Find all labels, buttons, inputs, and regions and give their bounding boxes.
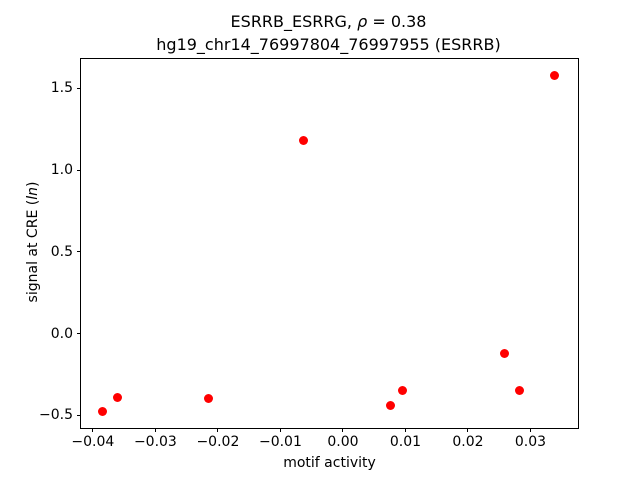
y-tick-label: 1.5 xyxy=(50,80,73,97)
title-rho-symbol: ρ xyxy=(357,12,368,31)
data-point xyxy=(204,394,214,404)
x-tick-label: 0.02 xyxy=(452,434,484,450)
y-tick-mark xyxy=(77,414,81,416)
y-tick-label: 0.5 xyxy=(50,243,73,260)
y-axis-label-suffix: ) xyxy=(25,181,41,188)
x-tick-mark xyxy=(279,428,281,432)
title-gene-pair: ESRRB_ESRRG, xyxy=(230,12,358,31)
x-tick-mark xyxy=(217,428,219,432)
data-point xyxy=(514,386,524,396)
y-tick-label: 1.0 xyxy=(50,162,73,178)
x-tick-mark xyxy=(467,428,469,432)
x-tick-mark xyxy=(404,428,406,432)
data-point xyxy=(385,400,395,410)
chart-title-line1: ESRRB_ESRRG, ρ = 0.38 xyxy=(80,10,577,33)
data-point xyxy=(113,392,123,402)
x-tick-label: 0.01 xyxy=(389,434,422,450)
x-tick-label: −0.04 xyxy=(71,434,115,450)
data-point xyxy=(299,136,309,146)
data-point xyxy=(500,348,510,358)
chart-title: ESRRB_ESRRG, ρ = 0.38 hg19_chr14_7699780… xyxy=(80,10,577,56)
data-point xyxy=(549,70,559,80)
title-rho-value: = 0.38 xyxy=(367,12,427,31)
x-tick-mark xyxy=(342,428,344,432)
x-tick-label: −0.03 xyxy=(133,434,177,450)
y-tick-mark xyxy=(77,87,81,89)
y-axis-label-prefix: signal at CRE ( xyxy=(25,199,41,303)
data-point xyxy=(398,386,408,396)
x-tick-label: 0.00 xyxy=(327,434,359,450)
y-tick-label: −0.5 xyxy=(39,407,73,424)
x-tick-mark xyxy=(529,428,531,432)
x-tick-mark xyxy=(92,428,94,432)
y-tick-mark xyxy=(77,333,81,334)
x-tick-label: 0.03 xyxy=(514,434,547,450)
chart-title-line2: hg19_chr14_76997804_76997955 (ESRRB) xyxy=(156,35,501,54)
y-tick-mark xyxy=(77,251,81,253)
y-axis-label-ln: ln xyxy=(25,187,41,200)
data-point xyxy=(98,407,108,417)
x-tick-label: −0.01 xyxy=(258,434,302,450)
x-axis-label: motif activity xyxy=(283,455,376,471)
y-axis-label: signal at CRE (ln) xyxy=(25,182,41,303)
y-tick-label: 0.0 xyxy=(50,325,73,342)
y-tick-mark xyxy=(77,169,81,171)
plot-canvas: motif activity −0.04 −0.03 −0.02 −0.01 0.00 0… xyxy=(39,58,579,471)
x-tick-mark xyxy=(154,428,156,432)
x-tick-label: −0.02 xyxy=(196,434,240,450)
